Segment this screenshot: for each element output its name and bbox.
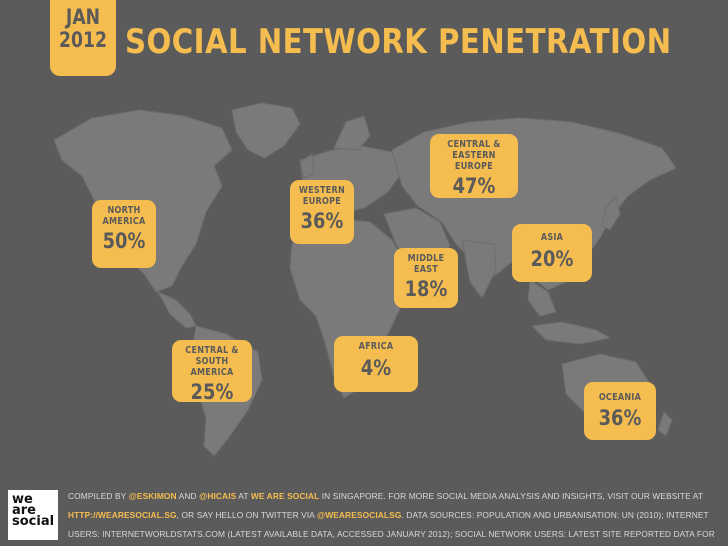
- footer-link-website[interactable]: HTTP://WEARESOCIAL.SG: [68, 510, 177, 520]
- india-shape: [461, 239, 497, 299]
- callout-value: 25%: [190, 380, 234, 404]
- callout-label: CENTRAL &: [185, 345, 239, 356]
- callout-value: 18%: [404, 277, 448, 301]
- greenland-shape: [231, 102, 301, 159]
- callout-label: WESTERN: [298, 185, 346, 196]
- callout-label: NORTH: [107, 205, 141, 216]
- callout-asia: ASIA 20%: [512, 224, 592, 282]
- callout-north-america: NORTH AMERICA 50%: [92, 200, 156, 268]
- callout-africa: AFRICA 4%: [334, 336, 418, 392]
- callout-label: MIDDLE: [407, 253, 445, 264]
- callout-label: CENTRAL &: [447, 139, 501, 150]
- date-badge: JAN 2012: [50, 0, 116, 76]
- logo-line: social: [12, 514, 55, 529]
- footer-link-twitter[interactable]: @WEARESOCIALSG: [316, 510, 402, 520]
- callout-label: EASTERN EUROPE: [452, 150, 496, 172]
- page-title: SOCIAL NETWORK PENETRATION: [125, 22, 672, 62]
- date-year: 2012: [59, 28, 107, 52]
- logo-line: we: [12, 492, 33, 507]
- indonesia-shape: [530, 321, 612, 345]
- callout-label: EUROPE: [302, 196, 342, 207]
- callout-value: 50%: [102, 229, 146, 253]
- callout-label: OCEANIA: [598, 392, 642, 403]
- footer-credits: COMPILED BY @ESKIMON AND @HICAIS AT WE A…: [68, 487, 720, 546]
- callout-central-south-america: CENTRAL & SOUTH AMERICA 25%: [172, 340, 252, 404]
- footer-text: COMPILED BY: [68, 491, 129, 501]
- callout-central-eastern-europe: CENTRAL & EASTERN EUROPE 47%: [430, 134, 518, 198]
- callout-western-europe: WESTERN EUROPE 36%: [290, 180, 354, 244]
- footer-link-we-are-social[interactable]: WE ARE SOCIAL: [250, 491, 320, 501]
- callout-label: EAST: [413, 264, 439, 275]
- footer-text: , OR SAY HELLO ON TWITTER VIA: [176, 510, 317, 520]
- southeast-asia-shape: [527, 279, 557, 317]
- callout-label: AFRICA: [358, 341, 394, 352]
- footer-link-eskimon[interactable]: @ESKIMON: [128, 491, 177, 501]
- footer-text: IN SINGAPORE. FOR MORE SOCIAL MEDIA ANAL…: [319, 491, 703, 501]
- central-america-shape: [156, 290, 197, 329]
- footer-text: . DATA SOURCES: POPULATION AND URBANISAT…: [68, 510, 715, 539]
- japan-shape: [601, 194, 621, 231]
- footer-text: AND: [176, 491, 200, 501]
- callout-label: ASIA: [540, 232, 564, 243]
- callout-oceania: OCEANIA 36%: [584, 382, 656, 440]
- footer-text: AT: [236, 491, 251, 501]
- uk-shape: [299, 153, 315, 179]
- logo-line: are: [12, 503, 37, 518]
- callout-value: 20%: [530, 247, 574, 271]
- callout-value: 36%: [300, 209, 344, 233]
- scandinavia-shape: [333, 115, 371, 151]
- footer-link-hicais[interactable]: @HICAIS: [199, 491, 237, 501]
- callout-label: AMERICA: [102, 216, 146, 227]
- new-zealand-shape: [657, 411, 673, 437]
- callout-middle-east: MIDDLE EAST 18%: [394, 248, 458, 308]
- callout-value: 36%: [598, 406, 642, 430]
- callout-label: SOUTH AMERICA: [190, 356, 234, 378]
- date-month: JAN: [65, 5, 101, 29]
- callout-value: 4%: [360, 356, 392, 380]
- we-are-social-logo: we are social: [8, 490, 58, 540]
- callout-value: 47%: [452, 174, 496, 198]
